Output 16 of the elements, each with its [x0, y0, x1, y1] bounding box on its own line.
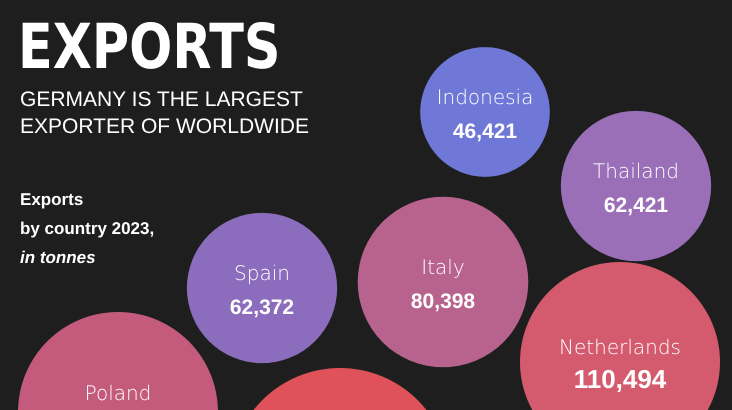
category-label: Netherlands	[559, 335, 681, 359]
category-label: Indonesia	[436, 85, 534, 109]
category-label: Thailand	[593, 159, 679, 183]
data-label: 46,421	[452, 120, 518, 143]
text: Exports	[20, 190, 84, 209]
text: in tonnes	[20, 248, 96, 267]
text: by country 2023,	[20, 219, 154, 238]
data-label: 80,398	[410, 290, 476, 313]
category-label: Spain	[234, 261, 290, 285]
data-label: 110,494	[574, 364, 667, 394]
text: EXPORTS	[18, 11, 281, 84]
category-label: Poland	[84, 381, 152, 405]
data-label: 62,372	[230, 296, 294, 319]
data-label: 62,421	[604, 194, 668, 217]
category-label: Italy	[421, 255, 465, 279]
text: GERMANY IS THE LARGEST EXPORTER OF WORLDWIDE	[20, 88, 309, 138]
